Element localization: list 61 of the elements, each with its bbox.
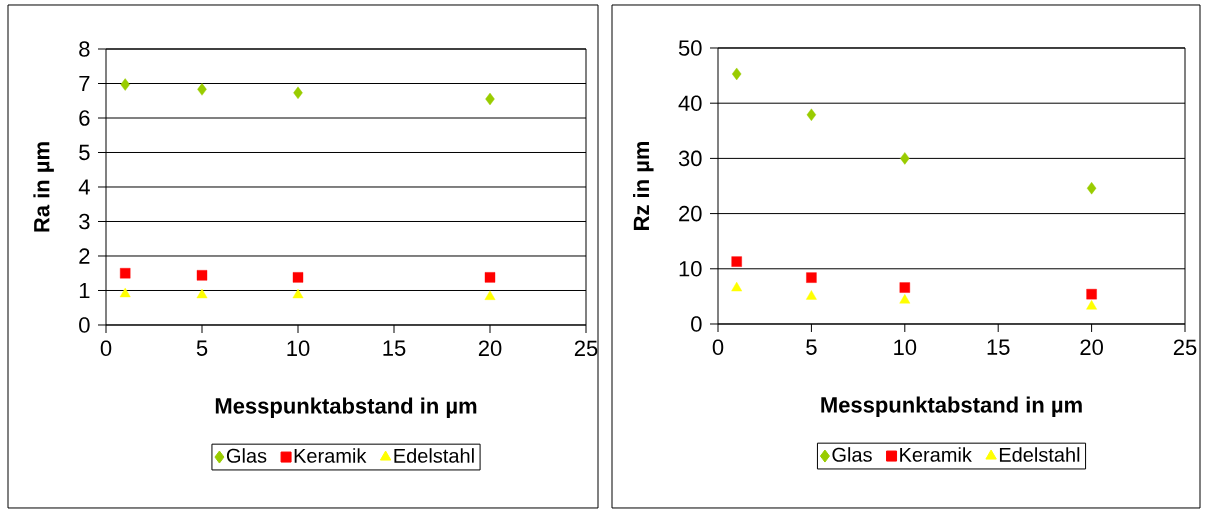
x-axis-title: Messpunktabstand in µm (215, 397, 477, 419)
point (731, 281, 743, 292)
point (806, 290, 817, 300)
x-tick-label: 5 (196, 340, 208, 356)
y-tick-label: 0 (79, 317, 90, 333)
y-tick-label: 10 (679, 260, 702, 277)
y-tick-label: 2 (79, 248, 90, 264)
y-tick-label: 0 (691, 316, 702, 332)
y-tick-label: 50 (678, 40, 702, 56)
x-tick-label: 10 (894, 339, 917, 356)
x-tick-label: 5 (806, 339, 817, 355)
legend-label: Keramik (294, 448, 367, 463)
point (197, 83, 207, 96)
point (119, 287, 131, 298)
y-tick-label: 4 (78, 179, 90, 195)
y-tick-label: 40 (678, 95, 702, 111)
y-tick-label: 7 (79, 75, 90, 92)
y-tick-label: 8 (79, 41, 90, 57)
legend-label: Edelstahl (999, 447, 1080, 462)
point (484, 272, 496, 283)
x-tick-label: 20 (478, 340, 502, 357)
x-tick-label: 15 (987, 339, 1010, 355)
x-tick-label: 10 (287, 340, 310, 357)
point (806, 272, 817, 283)
point (1086, 288, 1097, 300)
point (731, 67, 742, 81)
legend-label: Edelstahl (394, 448, 474, 463)
point (900, 152, 910, 165)
legend-label: Keramik (900, 447, 972, 462)
x-axis-title: Messpunktabstand in µm (821, 396, 1082, 418)
point (196, 270, 208, 281)
y-tick-label: 6 (79, 110, 90, 126)
point (1086, 182, 1097, 195)
x-tick-label: 20 (1080, 339, 1103, 356)
y-tick-label: 5 (79, 144, 90, 161)
point (899, 294, 911, 304)
point (196, 288, 208, 299)
y-tick-label: 1 (79, 282, 90, 299)
y-axis-title: Ra in µm (33, 142, 54, 232)
y-tick-label: 30 (678, 150, 702, 167)
x-tick-label: 15 (383, 340, 406, 356)
point (292, 272, 304, 283)
y-tick-label: 20 (679, 205, 702, 222)
y-tick-label: 3 (79, 213, 90, 230)
legend-label: Glas (832, 447, 872, 462)
x-tick-label: 0 (712, 339, 724, 356)
x-tick-label: 0 (100, 340, 112, 357)
point (484, 290, 496, 300)
point (485, 92, 495, 106)
point (731, 256, 742, 267)
point (120, 78, 130, 91)
x-tick-label: 25 (574, 340, 598, 357)
point (1086, 300, 1097, 310)
y-axis-title: Rz in µm (633, 141, 654, 230)
point (292, 288, 304, 299)
point (899, 282, 910, 293)
point (120, 268, 131, 279)
point (806, 108, 817, 121)
point (293, 86, 303, 100)
x-tick-label: 25 (1173, 339, 1197, 356)
legend-label: Glas (226, 448, 267, 463)
